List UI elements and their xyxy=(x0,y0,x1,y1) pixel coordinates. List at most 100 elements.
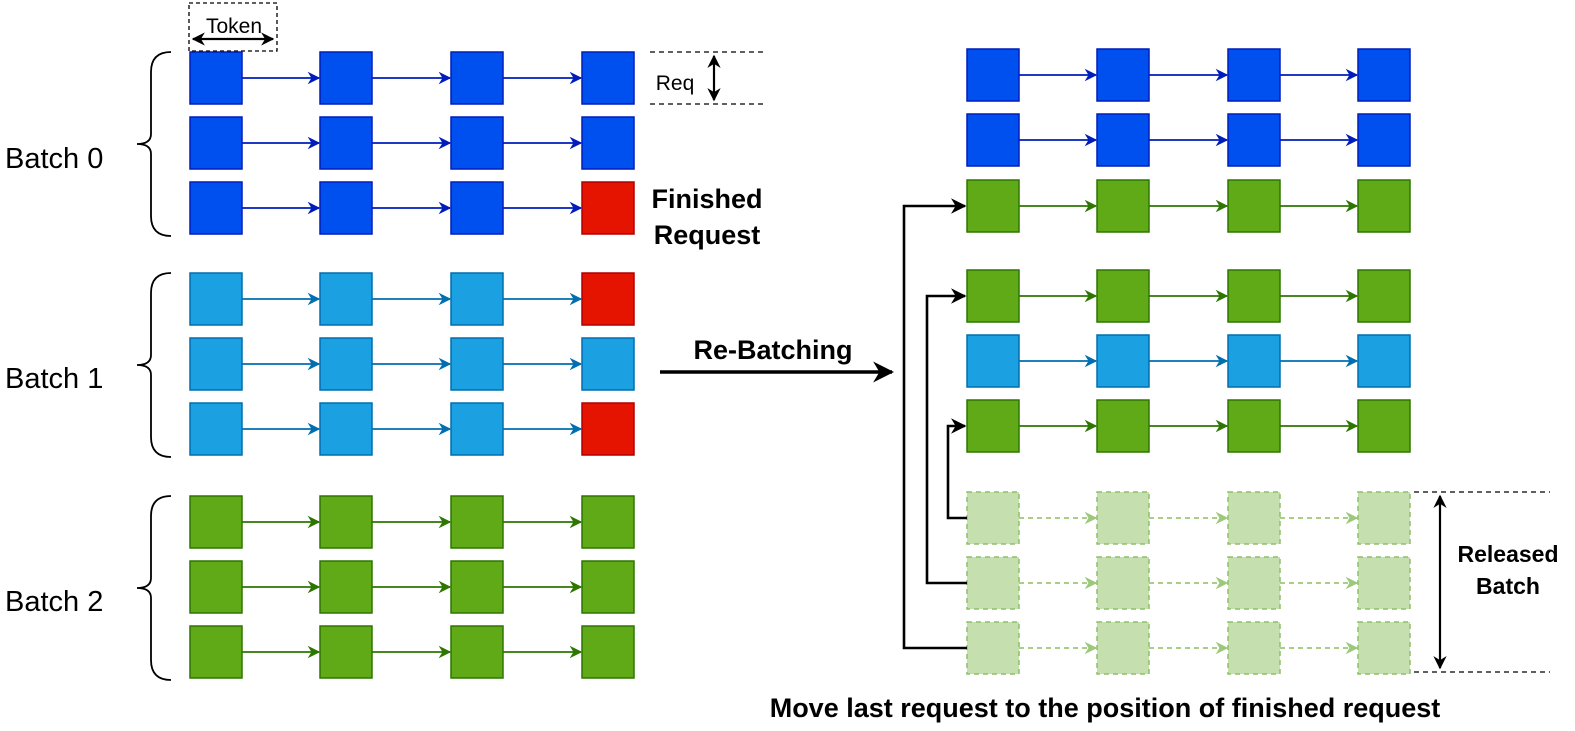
move-path-to-row-6 xyxy=(946,418,967,520)
batch-1-group: Batch 1 xyxy=(5,272,172,458)
left-batch-2-request-row-1 xyxy=(189,560,635,614)
batch-0-group: Batch 0 xyxy=(5,51,172,237)
token-block xyxy=(1096,621,1150,675)
token-block xyxy=(189,625,243,679)
token-block xyxy=(450,402,504,456)
token-block xyxy=(189,495,243,549)
finished-token-block xyxy=(581,181,635,235)
caption: Move last request to the position of fin… xyxy=(770,693,1441,723)
token-block xyxy=(1096,179,1150,233)
left-batches-grid xyxy=(189,51,635,679)
left-batch-1-request-row-1 xyxy=(189,337,635,391)
left-batch-2-request-row-2 xyxy=(189,625,635,679)
token-block xyxy=(1096,334,1150,388)
token-annotation: Token xyxy=(188,2,278,52)
token-block xyxy=(1227,113,1281,167)
batch-1-brace xyxy=(136,272,172,458)
token-block xyxy=(319,495,373,549)
token-block xyxy=(450,51,504,105)
req-label: Req xyxy=(656,72,695,95)
token-block xyxy=(1227,179,1281,233)
token-block xyxy=(189,337,243,391)
rebatched-grid xyxy=(966,48,1411,675)
token-block xyxy=(1357,491,1411,545)
left-batch-1-request-row-0 xyxy=(189,272,635,326)
token-block xyxy=(450,272,504,326)
token-block xyxy=(581,560,635,614)
token-block xyxy=(1096,399,1150,453)
left-batch-1-request-row-2 xyxy=(189,402,635,456)
token-block xyxy=(1096,48,1150,102)
token-block xyxy=(1227,491,1281,545)
finished-token-block xyxy=(581,402,635,456)
token-block xyxy=(319,402,373,456)
token-block xyxy=(1357,179,1411,233)
move-path-to-row-3 xyxy=(902,198,967,650)
rebatched-request-row-1 xyxy=(966,113,1411,167)
token-block xyxy=(1357,269,1411,323)
token-label: Token xyxy=(206,15,262,38)
released-batch-label-line1: Released xyxy=(1457,541,1558,567)
token-block xyxy=(966,556,1020,610)
rebatching-arrow-group: Re-Batching xyxy=(660,335,895,383)
move-paths xyxy=(902,198,967,650)
token-block xyxy=(450,560,504,614)
token-block xyxy=(189,116,243,170)
token-block xyxy=(966,179,1020,233)
token-block xyxy=(1357,334,1411,388)
token-block xyxy=(1357,399,1411,453)
rebatched-request-row-2 xyxy=(966,179,1411,233)
token-block xyxy=(1227,399,1281,453)
token-block xyxy=(966,621,1020,675)
token-block xyxy=(1357,48,1411,102)
batch-1-label: Batch 1 xyxy=(5,363,103,395)
released-batch-label-line2: Batch xyxy=(1476,573,1540,599)
left-batch-0-request-row-1 xyxy=(189,116,635,170)
batch-0-brace xyxy=(136,51,172,237)
batch-2-brace xyxy=(136,495,172,681)
token-block xyxy=(966,269,1020,323)
token-block xyxy=(450,116,504,170)
rebatched-request-row-8 xyxy=(966,621,1411,675)
token-block xyxy=(450,625,504,679)
token-block xyxy=(189,51,243,105)
token-block xyxy=(581,116,635,170)
token-block xyxy=(966,48,1020,102)
batch-2-label: Batch 2 xyxy=(5,586,103,618)
token-block xyxy=(319,181,373,235)
finished-request-label-line1: Finished xyxy=(651,184,762,214)
token-block xyxy=(319,625,373,679)
token-block xyxy=(450,337,504,391)
token-block xyxy=(1227,48,1281,102)
token-block xyxy=(966,113,1020,167)
token-block xyxy=(319,272,373,326)
token-block xyxy=(1227,556,1281,610)
released-batch-annotation: Released Batch xyxy=(1414,491,1559,673)
token-block xyxy=(581,51,635,105)
finished-request-label-line2: Request xyxy=(654,220,761,250)
token-block xyxy=(319,116,373,170)
rebatched-request-row-0 xyxy=(966,48,1411,102)
token-block xyxy=(1357,556,1411,610)
token-block xyxy=(450,495,504,549)
token-block xyxy=(1096,113,1150,167)
left-batch-0-request-row-0 xyxy=(189,51,635,105)
token-block xyxy=(1357,113,1411,167)
token-block xyxy=(1357,621,1411,675)
token-block xyxy=(1096,556,1150,610)
rebatched-request-row-6 xyxy=(966,491,1411,545)
rebatching-label: Re-Batching xyxy=(693,335,852,365)
move-path-to-row-4 xyxy=(925,288,967,585)
token-block xyxy=(450,181,504,235)
token-block xyxy=(189,560,243,614)
token-dashed-box xyxy=(188,2,278,52)
token-block xyxy=(1227,269,1281,323)
token-block xyxy=(581,495,635,549)
token-block xyxy=(319,51,373,105)
token-block xyxy=(1096,491,1150,545)
token-block xyxy=(319,337,373,391)
left-batch-0-request-row-2 xyxy=(189,181,635,235)
token-block xyxy=(966,334,1020,388)
rebatched-request-row-5 xyxy=(966,399,1411,453)
